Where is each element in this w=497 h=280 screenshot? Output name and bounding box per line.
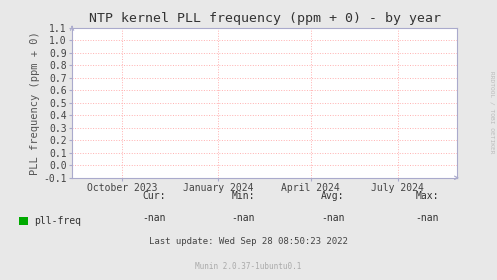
Text: Avg:: Avg: xyxy=(321,191,345,201)
Text: RRDTOOL / TOBI OETIKER: RRDTOOL / TOBI OETIKER xyxy=(490,71,495,153)
Text: pll-freq: pll-freq xyxy=(34,216,81,226)
Text: Cur:: Cur: xyxy=(142,191,166,201)
Text: -nan: -nan xyxy=(321,213,345,223)
Text: Min:: Min: xyxy=(232,191,255,201)
Title: NTP kernel PLL frequency (ppm + 0) - by year: NTP kernel PLL frequency (ppm + 0) - by … xyxy=(88,12,441,25)
Text: Munin 2.0.37-1ubuntu0.1: Munin 2.0.37-1ubuntu0.1 xyxy=(195,262,302,271)
Y-axis label: PLL frequency (ppm + 0): PLL frequency (ppm + 0) xyxy=(30,31,40,175)
Text: -nan: -nan xyxy=(142,213,166,223)
Text: Last update: Wed Sep 28 08:50:23 2022: Last update: Wed Sep 28 08:50:23 2022 xyxy=(149,237,348,246)
Text: -nan: -nan xyxy=(415,213,439,223)
Text: -nan: -nan xyxy=(232,213,255,223)
Text: Max:: Max: xyxy=(415,191,439,201)
